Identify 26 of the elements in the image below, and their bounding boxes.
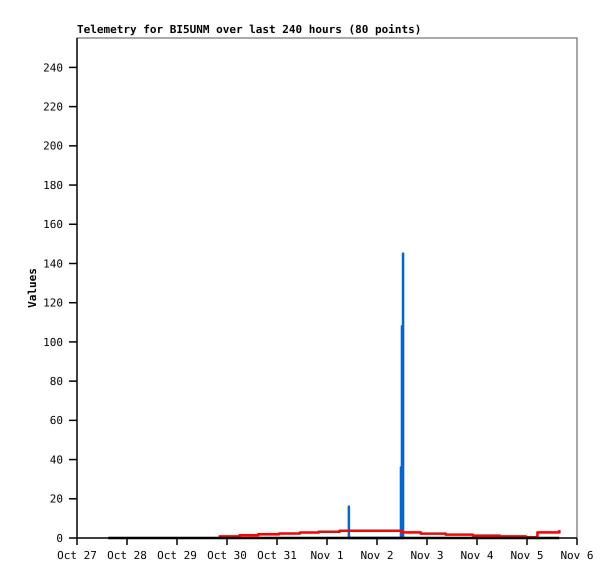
- x-tick-label: Nov 5: [510, 549, 544, 562]
- x-tick-label: Oct 31: [257, 549, 297, 562]
- chart-title: Telemetry for BI5UNM over last 240 hours (80 points): [77, 23, 422, 36]
- y-tick-label: 240: [43, 61, 63, 74]
- y-tick-label: 160: [43, 218, 63, 232]
- y-tick-label: 60: [50, 414, 63, 428]
- y-tick-label: 120: [43, 296, 63, 310]
- x-tick-label: Nov 6: [560, 549, 594, 562]
- x-tick-label: Oct 29: [157, 549, 197, 562]
- x-tick-label: Oct 28: [107, 549, 147, 562]
- y-tick-label: 40: [50, 453, 63, 466]
- x-tick-label: Nov 4: [460, 549, 494, 562]
- x-tick-label: Nov 1: [310, 549, 344, 562]
- y-tick-label: 200: [43, 140, 63, 153]
- y-axis-title: Values: [26, 268, 39, 308]
- y-tick-label: 80: [50, 374, 63, 388]
- x-tick-label: Nov 3: [410, 549, 444, 562]
- x-tick-label: Oct 27: [57, 549, 97, 562]
- y-tick-label: 140: [43, 257, 63, 270]
- y-tick-label: 100: [43, 336, 63, 349]
- x-tick-label: Nov 2: [360, 549, 394, 562]
- y-tick-label: 220: [43, 100, 63, 114]
- y-tick-label: 180: [43, 178, 63, 192]
- y-tick-label: 0: [56, 532, 63, 545]
- y-tick-label: 20: [50, 492, 63, 506]
- x-tick-label: Oct 30: [207, 549, 247, 562]
